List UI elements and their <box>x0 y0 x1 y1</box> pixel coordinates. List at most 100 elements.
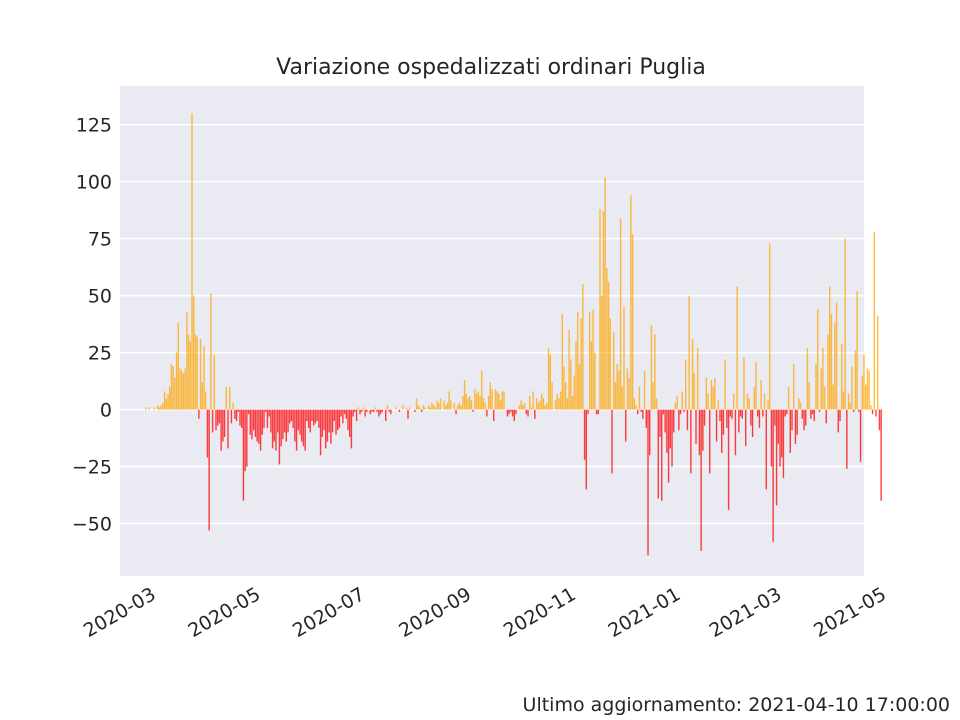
bar <box>650 325 653 410</box>
bar <box>153 407 155 410</box>
bar <box>170 364 173 410</box>
bar <box>218 409 221 424</box>
bar <box>652 382 654 410</box>
bar <box>621 386 623 410</box>
bar <box>686 409 689 431</box>
bar <box>513 409 515 422</box>
bar <box>350 409 353 449</box>
bar <box>227 409 229 449</box>
bar <box>282 409 284 440</box>
bar <box>337 409 339 431</box>
bar <box>491 389 493 410</box>
bar <box>472 409 474 412</box>
bar <box>148 407 150 410</box>
bar <box>777 409 779 444</box>
bar <box>474 389 476 410</box>
bar <box>782 409 785 478</box>
x-tick-label: 2020-07 <box>289 583 369 642</box>
bar <box>820 368 822 410</box>
bar <box>323 409 325 431</box>
bar <box>529 395 531 410</box>
bar <box>175 352 178 410</box>
bar <box>335 409 337 435</box>
bar <box>290 409 293 422</box>
bar <box>558 398 560 410</box>
bar <box>743 357 745 410</box>
bar <box>595 409 598 415</box>
bar <box>496 391 498 410</box>
bar <box>357 407 359 410</box>
bar <box>419 407 421 410</box>
bar <box>182 373 185 410</box>
bar <box>827 334 829 410</box>
bar <box>313 409 315 426</box>
bar <box>583 409 586 460</box>
bar <box>539 400 541 410</box>
y-tick-label: −25 <box>72 457 112 479</box>
bar <box>278 409 281 465</box>
bar <box>659 409 661 437</box>
bar <box>647 409 649 556</box>
bar <box>189 341 191 410</box>
y-axis-ticks: 125 100 75 50 25 0 −25 −50 <box>72 115 112 536</box>
bar <box>640 409 642 412</box>
bar <box>395 407 397 410</box>
bar <box>779 409 781 467</box>
bar <box>863 354 865 410</box>
bar <box>688 295 690 410</box>
bar <box>577 311 579 410</box>
bar <box>854 350 857 410</box>
bar <box>623 307 625 410</box>
bar <box>271 409 274 449</box>
bar <box>563 366 565 410</box>
bar <box>174 377 176 410</box>
bar <box>661 409 663 501</box>
bar <box>877 316 879 410</box>
bar <box>541 393 543 410</box>
y-tick-label: 75 <box>88 229 112 251</box>
bar <box>223 409 226 437</box>
bar <box>806 348 809 410</box>
bar <box>746 393 749 410</box>
bar <box>294 409 296 442</box>
bar <box>616 364 618 410</box>
bar <box>421 409 423 412</box>
bar <box>799 402 802 410</box>
bar <box>275 409 277 451</box>
bar <box>359 409 361 415</box>
bar <box>559 391 562 410</box>
bar <box>842 391 845 410</box>
bar <box>481 370 483 410</box>
bar <box>210 293 212 410</box>
bar <box>469 395 471 410</box>
bar <box>835 302 838 410</box>
bar <box>578 364 581 410</box>
bar <box>482 398 485 410</box>
bar <box>727 409 730 510</box>
bar <box>712 386 714 410</box>
bar <box>758 409 761 428</box>
bar <box>724 359 726 410</box>
bar <box>678 409 680 431</box>
bar <box>786 409 788 415</box>
bar <box>698 409 701 456</box>
bar <box>247 409 250 415</box>
bar <box>338 409 341 428</box>
bar <box>347 409 349 431</box>
bar <box>691 338 694 410</box>
bar <box>575 341 577 410</box>
y-tick-label: 0 <box>100 400 112 422</box>
bar <box>822 348 824 410</box>
x-tick-label: 2020-11 <box>500 583 580 642</box>
bar <box>289 409 291 424</box>
bar <box>657 409 659 499</box>
bar <box>258 409 260 444</box>
bar <box>697 348 699 410</box>
bar <box>229 386 231 410</box>
bar <box>702 409 704 451</box>
bar <box>230 409 233 424</box>
bar <box>522 405 524 410</box>
bar <box>165 398 167 410</box>
bar <box>407 409 409 419</box>
